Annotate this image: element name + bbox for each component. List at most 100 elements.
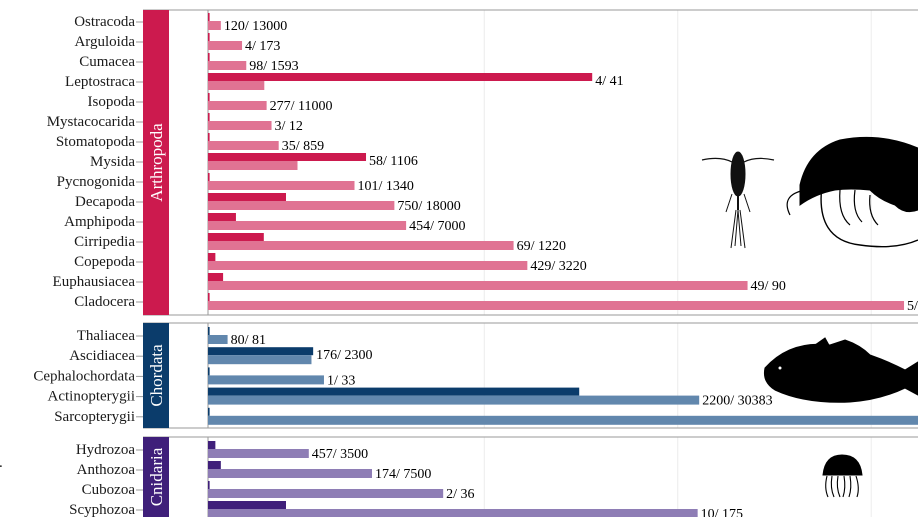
category-label: Ostracoda: [74, 14, 135, 30]
bar-value-label: 3/ 12: [275, 119, 303, 134]
jellyfish-icon: [822, 454, 863, 498]
bar-value-label: 4/ 41: [595, 74, 623, 89]
bar-value-label: 457/ 3500: [312, 447, 368, 462]
bar-dark: [208, 347, 314, 356]
bar-value-label: 101/ 1340: [358, 179, 414, 194]
bar-dark: [208, 387, 580, 396]
facet-strip-cnidaria: [143, 437, 169, 517]
facet-strip-label: Cnidaria: [147, 447, 166, 506]
bar-dark: [208, 273, 224, 281]
bar-light: [208, 21, 221, 30]
category-label: Stomatopoda: [56, 134, 136, 150]
bar-light: [208, 489, 444, 498]
edge-mark: .: [0, 455, 3, 471]
bar-value-label: 429/ 3220: [530, 259, 586, 274]
bar-dark: [208, 193, 286, 201]
category-label: Ascidiacea: [69, 348, 135, 364]
bar-dark: [208, 153, 367, 161]
bar-value-label: 1/ 33: [327, 373, 355, 388]
facet-strip-arthropoda: [143, 10, 169, 315]
bar-dark: [208, 113, 210, 121]
bar-light: [208, 141, 279, 150]
bar-value-label: 80/ 81: [231, 333, 266, 348]
bar-light: [208, 41, 243, 50]
bar-light: [208, 221, 407, 230]
category-label: Euphausiacea: [53, 274, 136, 290]
bar-dark: [208, 53, 210, 61]
bar-dark: [208, 293, 210, 301]
bar-dark: [208, 501, 286, 509]
bar-light: [208, 415, 918, 425]
bar-value-label: 2/ 36: [446, 487, 474, 502]
bar-dark: [208, 213, 236, 221]
bar-light: [208, 61, 247, 70]
category-label: Scyphozoa: [69, 502, 135, 517]
category-label: Anthozoa: [77, 462, 136, 478]
bar-dark: [208, 233, 264, 241]
category-label: Cubozoa: [82, 482, 136, 498]
category-label: Cumacea: [79, 54, 135, 70]
bar-dark: [208, 441, 216, 449]
bar-dark: [208, 367, 210, 376]
bar-dark: [208, 33, 210, 41]
tuna-icon: [764, 337, 918, 403]
category-label: Pycnogonida: [57, 174, 136, 190]
bar-value-label: 176/ 2300: [316, 348, 372, 363]
bar-light: [208, 161, 298, 170]
bar-value-label: 454/ 7000: [409, 219, 465, 234]
bar-light: [208, 509, 698, 517]
bar-light: [208, 81, 265, 90]
bar-light: [208, 355, 312, 365]
bar-light: [208, 181, 355, 190]
bar-value-label: 58/ 1106: [369, 154, 418, 169]
category-label: Leptostraca: [65, 74, 135, 90]
strips: Arthropoda Chordata Cnidaria: [143, 10, 169, 517]
bar-light: [208, 261, 528, 270]
bar-light: [208, 449, 309, 458]
category-label: Cladocera: [74, 294, 135, 310]
bar-dark: [208, 133, 210, 141]
category-label: Hydrozoa: [76, 442, 135, 458]
bar-value-label: 750/ 18000: [397, 199, 460, 214]
bar-light: [208, 241, 514, 250]
category-label: Mysida: [90, 154, 135, 170]
bar-light: [208, 281, 748, 290]
bar-dark: [208, 327, 210, 335]
bar-dark: [208, 253, 216, 261]
bar-light: [208, 375, 324, 385]
bar-value-label: 174/ 7500: [375, 467, 431, 482]
bar-value-label: 120/ 13000: [224, 19, 287, 34]
copepod-icon: [701, 151, 775, 249]
category-label: Copepoda: [74, 254, 135, 270]
category-label: Sarcopterygii: [54, 409, 135, 425]
category-label: Decapoda: [75, 194, 135, 210]
facet-strip-chordata: [143, 323, 169, 428]
category-label: Mystacocarida: [47, 114, 136, 130]
bar-value-label: 2200/ 30383: [702, 394, 772, 409]
bar-dark: [208, 461, 221, 469]
bar-dark: [208, 407, 210, 416]
bar-value-label: 69/ 1220: [517, 239, 566, 254]
facet-strip-label: Arthropoda: [147, 123, 166, 202]
bar-value-label: 4/ 173: [245, 39, 280, 54]
bar-light: [208, 121, 272, 130]
bar-dark: [208, 93, 210, 101]
category-label: Amphipoda: [64, 214, 135, 230]
bar-dark: [208, 73, 593, 81]
bar-value-label: 10/ 175: [701, 507, 743, 517]
bar-light: [208, 395, 700, 405]
category-label: Thaliacea: [77, 328, 136, 344]
category-label: Arguloida: [74, 34, 135, 50]
bar-value-label: 35/ 859: [282, 139, 324, 154]
bar-value-label: 5/: [907, 299, 918, 314]
bars: [208, 13, 918, 517]
category-label: Cephalochordata: [33, 368, 135, 384]
shrimp-icon: [786, 136, 918, 248]
bar-value-label: 277/ 11000: [270, 99, 333, 114]
bar-light: [208, 201, 395, 210]
category-label: Cirripedia: [74, 234, 135, 250]
category-label: Isopoda: [88, 94, 136, 110]
bar-value-label: 98/ 1593: [249, 59, 298, 74]
category-label: Actinopterygii: [48, 389, 135, 405]
